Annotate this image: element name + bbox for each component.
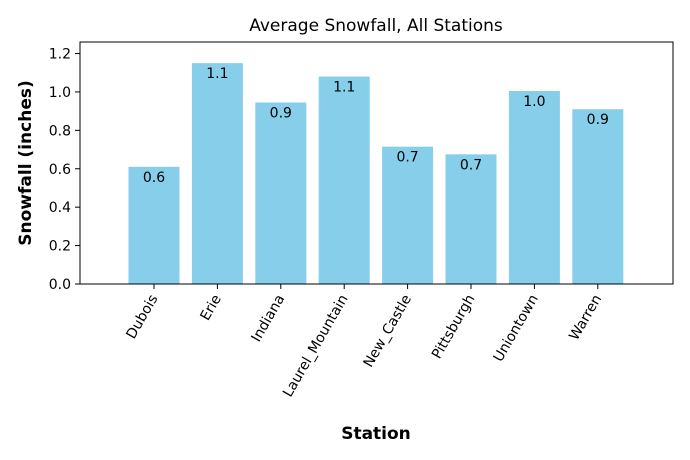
data-label: 0.9	[270, 106, 292, 122]
x-axis-label: Station	[341, 424, 411, 444]
x-tick-label: Erie	[197, 292, 224, 323]
x-tick-label: Indiana	[249, 292, 289, 345]
x-tick-label: New_Castle	[361, 292, 415, 370]
data-label: 1.1	[333, 80, 355, 96]
data-label-group: 0.6 1.1 0.9 1.1 0.7 0.7 1.0 0.9	[143, 66, 609, 186]
data-label: 1.0	[523, 94, 545, 110]
y-tick-label: 1.0	[49, 85, 71, 101]
x-tick-label: Uniontown	[491, 292, 542, 365]
bar-dubois	[128, 166, 180, 284]
data-label: 0.9	[587, 112, 609, 128]
bar-indiana	[255, 102, 307, 284]
data-label: 0.7	[396, 150, 418, 166]
bar-new_castle	[382, 146, 434, 284]
y-tick-label: 0.6	[49, 162, 71, 178]
y-tick-label: 0.4	[49, 200, 71, 216]
y-tick-label: 1.2	[49, 47, 71, 63]
bar-laurel_mountain	[318, 76, 370, 284]
x-tick-label: Laurel_Mountain	[280, 292, 352, 400]
x-tick-label: Pittsburgh	[429, 292, 479, 362]
y-axis: 0.0 0.2 0.4 0.6 0.8 1.0 1.2	[49, 47, 80, 293]
data-label: 0.7	[460, 157, 482, 173]
data-label: 0.6	[143, 170, 165, 186]
bar-erie	[191, 63, 243, 284]
chart-title: Average Snowfall, All Stations	[249, 16, 503, 36]
y-tick-label: 0.2	[49, 239, 71, 255]
data-label: 1.1	[206, 66, 228, 82]
plot-frame	[79, 41, 674, 285]
y-tick-label: 0.8	[49, 123, 71, 139]
bar-uniontown	[508, 90, 560, 284]
x-tick-label: Dubois	[123, 292, 161, 342]
bar-pittsburgh	[445, 154, 497, 284]
y-tick-label: 0.0	[49, 277, 71, 293]
y-axis-label: Snowfall (inches)	[16, 80, 36, 245]
bar-group	[128, 63, 624, 284]
bar-warren	[572, 109, 624, 284]
x-tick-label: Warren	[566, 292, 605, 343]
